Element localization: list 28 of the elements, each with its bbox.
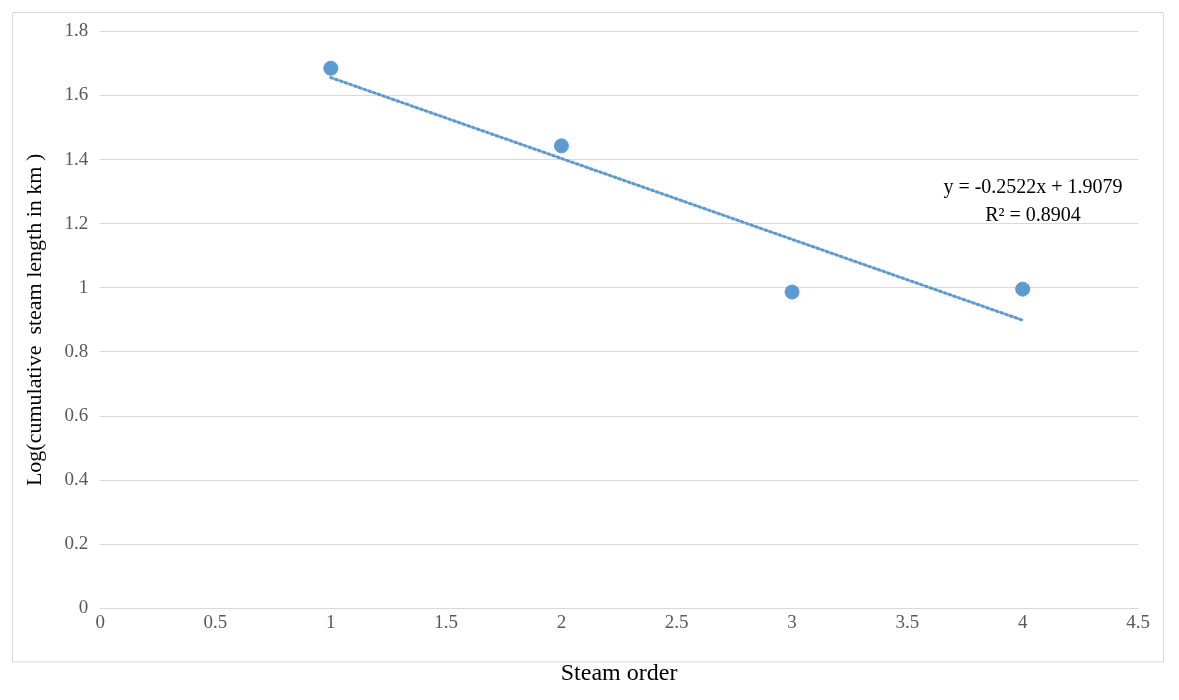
x-tick-label: 3 xyxy=(787,610,797,632)
point xyxy=(1015,281,1031,297)
x-tick-label: 4 xyxy=(1017,610,1028,632)
y-tick-label: 0.4 xyxy=(64,468,89,490)
x-tick-label: 4.5 xyxy=(1126,610,1150,632)
x-tick-label: 0.5 xyxy=(203,610,228,632)
y-tick-label: 0.8 xyxy=(64,339,89,361)
x-tick-label: 1.5 xyxy=(434,610,458,632)
x-tick-label: 2.5 xyxy=(664,610,689,632)
x-tick-label: 1 xyxy=(326,610,336,632)
point xyxy=(553,138,569,154)
x-tick-label: 3.5 xyxy=(895,610,920,632)
point xyxy=(323,60,339,76)
y-tick-label: 0.2 xyxy=(64,532,89,554)
y-tick-label: 1.2 xyxy=(64,211,89,233)
x-tick-label: 2 xyxy=(556,610,567,632)
y-tick-label: 1.4 xyxy=(64,147,89,169)
point xyxy=(784,284,800,300)
y-tick-label: 1 xyxy=(78,275,89,297)
y-axis-title: Log(cumulative steam length in km ) xyxy=(20,153,46,487)
y-tick-label: 0.6 xyxy=(64,404,89,426)
y-tick-label: 1.6 xyxy=(64,83,89,105)
x-tick-label: 0 xyxy=(95,610,105,632)
annotation: R² = 0.8904 xyxy=(985,203,1081,226)
y-tick-label: 0 xyxy=(78,596,89,618)
annotation: y = -0.2522x + 1.9079 xyxy=(943,175,1123,199)
x-axis-title: Steam order xyxy=(560,658,678,685)
y-tick-label: 1.8 xyxy=(64,19,89,41)
